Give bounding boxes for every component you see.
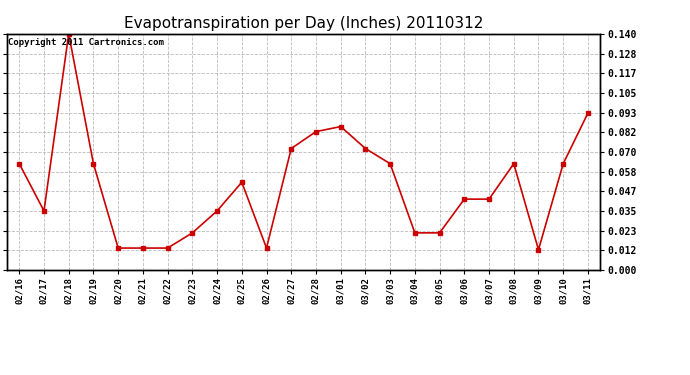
Title: Evapotranspiration per Day (Inches) 20110312: Evapotranspiration per Day (Inches) 2011… [124, 16, 483, 31]
Text: Copyright 2011 Cartronics.com: Copyright 2011 Cartronics.com [8, 39, 164, 48]
